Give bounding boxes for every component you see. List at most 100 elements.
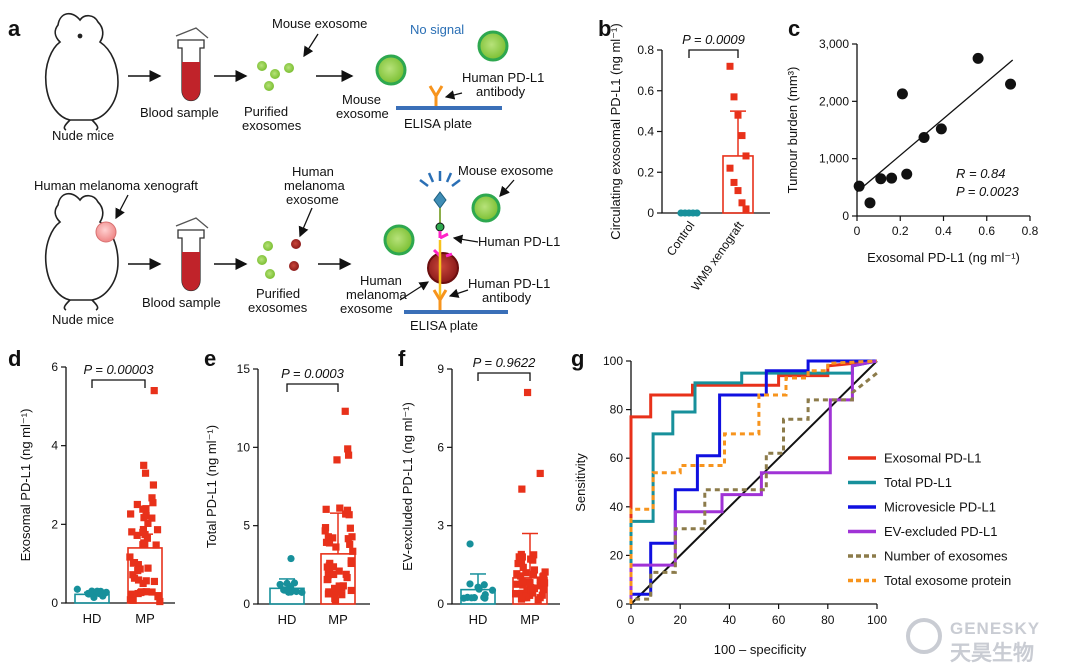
legend-label: Exosomal PD-L1 (884, 451, 982, 466)
data-point (536, 582, 544, 590)
y-axis-label: Sensitivity (573, 453, 588, 512)
legend-label: Microvesicle PD-L1 (884, 500, 996, 515)
data-point (896, 88, 908, 100)
x-tick-label: MP (520, 612, 540, 627)
significance-bracket (91, 379, 146, 388)
antibody-label-2-bottom: antibody (482, 290, 532, 305)
data-point (538, 591, 546, 599)
data-point (519, 563, 527, 571)
mouse-icon (44, 192, 119, 311)
data-point (141, 469, 150, 477)
x-tick-label: MP (328, 612, 348, 627)
chart-d: 0 2 4 6 Exosomal PD-L1 (ng ml⁻¹) HD MP P = 0.00… (18, 360, 175, 626)
xenograft-label: Human melanoma xenograft (34, 178, 198, 193)
y-tick-label: 0 (647, 206, 654, 220)
y-tick-label: 2 (51, 517, 58, 531)
data-point (329, 563, 338, 571)
data-point (143, 534, 151, 542)
data-point (875, 173, 887, 185)
chart-e: 0 5 10 15 Total PD-L1 (ng ml⁻¹) HD MP P = 0.000… (204, 362, 370, 627)
data-point (467, 594, 476, 602)
data-point (935, 123, 947, 135)
data-point (726, 164, 734, 172)
purified-exosomes-top (257, 61, 294, 91)
data-point (348, 533, 356, 541)
p-value-label: P = 0.0003 (281, 366, 345, 381)
y-tick-label: 6 (51, 360, 58, 374)
data-point (134, 576, 143, 584)
human-callout-1: Human (292, 164, 334, 179)
panel-letter-b: b (598, 16, 611, 41)
no-signal-label: No signal (410, 22, 464, 37)
data-point (324, 571, 332, 579)
data-point (517, 595, 526, 603)
legend-label: Number of exosomes (884, 549, 1008, 564)
roc-series-line (629, 359, 877, 604)
data-point (738, 132, 746, 140)
data-point (322, 505, 330, 513)
watermark: GENESKY 天昊生物 (906, 618, 1039, 665)
data-point (324, 590, 332, 598)
tumor-icon (95, 221, 117, 243)
antibody-label-1-top: Human PD-L1 (462, 70, 544, 85)
mouse-exosome-callout-top: Mouse exosome (272, 16, 367, 31)
significance-bracket (477, 372, 531, 381)
data-point (518, 485, 526, 493)
data-point (329, 534, 337, 542)
data-point (886, 172, 898, 184)
data-point (518, 589, 526, 597)
regression-line (856, 59, 1014, 193)
data-point (148, 494, 156, 502)
elisa-label-bottom: ELISA plate (410, 318, 478, 333)
data-point (514, 559, 522, 568)
legend-label: Total exosome protein (884, 573, 1011, 588)
significance-bracket (688, 49, 739, 58)
data-point (522, 569, 530, 577)
data-point (742, 205, 750, 213)
mouse-icon (44, 12, 119, 131)
p-value-label: P = 0.0023 (956, 184, 1020, 199)
data-point (335, 567, 343, 575)
p-value-label: P = 0.9622 (473, 355, 537, 370)
y-tick-label: 100 (603, 354, 623, 368)
x-tick-label: 0.6 (978, 224, 995, 238)
data-point (139, 579, 147, 588)
purified-label-1-top: Purified (244, 104, 288, 119)
y-tick-label: 9 (437, 362, 444, 376)
antibody-label-1-bottom: Human PD-L1 (468, 276, 550, 291)
data-point (140, 514, 148, 522)
data-point (148, 588, 156, 596)
data-point (541, 568, 549, 576)
human-callout-2: melanoma (284, 178, 345, 193)
purified-label-2-bottom: exosomes (248, 300, 308, 315)
data-point (343, 506, 352, 514)
data-point (515, 553, 523, 561)
blood-tube-icon (175, 27, 209, 102)
data-point (529, 589, 537, 597)
data-point (144, 519, 152, 527)
antibody-icon (428, 85, 444, 106)
y-tick-label: 0 (437, 597, 444, 611)
data-point (343, 573, 351, 582)
data-point (522, 592, 530, 600)
data-point (534, 596, 542, 604)
x-tick-label: 40 (723, 613, 737, 627)
roc-series-line (629, 359, 878, 604)
elisa-plate-bottom (404, 310, 508, 314)
panel-letter-c: c (788, 16, 800, 41)
data-point (346, 524, 354, 532)
data-point (730, 93, 738, 101)
x-tick-label: 0 (854, 224, 861, 238)
data-point (134, 566, 142, 575)
data-point (474, 583, 482, 591)
data-point (730, 178, 738, 186)
human-exo-label-2: melanoma (346, 287, 407, 302)
data-point (331, 595, 339, 603)
data-point (298, 588, 306, 596)
data-point (154, 593, 162, 601)
x-tick-label: HD (83, 611, 102, 626)
p-value-label: P = 0.00003 (84, 362, 155, 377)
x-tick-label: 80 (821, 613, 835, 627)
panel-letter-d: d (8, 346, 21, 371)
data-point (972, 52, 984, 64)
